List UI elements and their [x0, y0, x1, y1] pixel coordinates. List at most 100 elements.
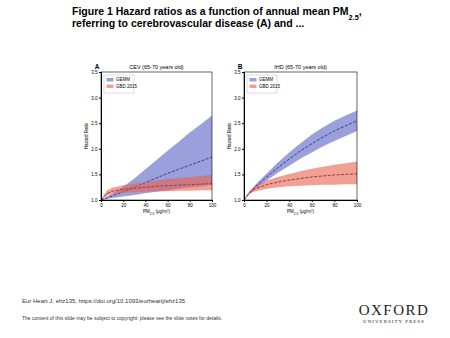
- tick: 0: [243, 200, 246, 208]
- tick: 0: [100, 200, 103, 208]
- tick: 3.0: [234, 96, 244, 101]
- axis-line: [245, 201, 358, 203]
- chart-title: CEV (65-70 years old): [129, 64, 184, 70]
- x-axis-title: PM2.5 (μg/m³): [143, 209, 170, 216]
- text-part: (μg/m³): [154, 209, 170, 214]
- confidence-band: [101, 116, 212, 200]
- tick-mark: [242, 123, 244, 124]
- legend-swatch: [107, 78, 114, 82]
- tick-label: 60: [166, 203, 172, 208]
- legend-swatch: [250, 85, 257, 89]
- legend-label: GEMM: [116, 77, 130, 82]
- tick-mark: [242, 98, 244, 99]
- tick-label: 3.0: [91, 96, 98, 101]
- tick-label: 3.5: [234, 70, 241, 75]
- tick-label: 3.0: [234, 96, 241, 101]
- plot-area: [244, 110, 357, 200]
- mean-line: [244, 121, 357, 200]
- text-part: ,: [359, 5, 362, 17]
- legend-label: GBD 2015: [116, 84, 138, 89]
- legend: GEMM GBD 2015: [104, 75, 138, 93]
- tick-mark: [242, 149, 244, 150]
- publisher: OXFORD: [359, 302, 430, 318]
- confidence-band: [244, 110, 357, 200]
- legend-swatch: [107, 85, 114, 89]
- tick-label: 1.5: [91, 172, 98, 177]
- tick: 3.5: [91, 70, 101, 75]
- subscript: 2.5: [349, 13, 359, 22]
- tick-mark: [99, 200, 101, 201]
- tick: 2.0: [91, 147, 101, 152]
- y-axis-title: Hazard Ratio: [84, 122, 89, 149]
- tick: 3.5: [234, 70, 244, 75]
- legend-label: GBD 2015: [259, 84, 281, 89]
- plot-frame: [244, 72, 357, 200]
- mean-line: [101, 157, 212, 200]
- text-part: Figure 1 Hazard ratios as a function of …: [72, 5, 349, 17]
- tick-label: 2.0: [234, 147, 241, 152]
- tick-label: 20: [265, 203, 271, 208]
- panel: 0 20 40 60 80 100 1.0 1.5 2.0 2.5 3.0 3.5 CEV (65-70…: [84, 63, 217, 216]
- x-axis: 0 20 40 60 80 100: [243, 200, 362, 208]
- tick-label: 80: [332, 203, 338, 208]
- tick-label: 1.0: [91, 198, 98, 203]
- plot-background: [101, 72, 212, 200]
- slide: Figure 1 Hazard ratios as a function of …: [0, 0, 450, 338]
- tick-mark: [99, 174, 101, 175]
- panel-label: B: [238, 63, 243, 70]
- plot-area: [101, 116, 212, 200]
- tick: 1.5: [234, 172, 244, 177]
- publisher: UNIVERSITY PRESS: [363, 319, 425, 324]
- tick-label: 0: [100, 203, 103, 208]
- x-axis-title: PM2.5 (μg/m³): [287, 209, 314, 216]
- plot-frame: [101, 72, 212, 200]
- chart-title: IHD (65-70 years old): [274, 64, 327, 70]
- tick: 2.0: [234, 147, 244, 152]
- tick: 2.5: [234, 121, 244, 126]
- tick-label: 100: [209, 203, 217, 208]
- tick-label: 100: [354, 203, 362, 208]
- y-axis: 1.0 1.5 2.0 2.5 3.0 3.5: [91, 70, 101, 203]
- tick-mark: [99, 72, 101, 73]
- tick-label: 20: [121, 203, 127, 208]
- tick-mark: [242, 72, 244, 73]
- tick: 40: [143, 200, 149, 208]
- tick-label: 40: [143, 203, 149, 208]
- tick: 1.0: [91, 198, 101, 203]
- tick-label: 2.5: [91, 121, 98, 126]
- tick-label: 1.0: [234, 198, 241, 203]
- x-axis: 0 20 40 60 80 100: [100, 200, 217, 208]
- axis-line: [102, 201, 213, 203]
- tick-label: 60: [310, 203, 316, 208]
- tick: 100: [209, 200, 217, 208]
- panel: 0 20 40 60 80 100 1.0 1.5 2.0 2.5 3.0 3.5 IHD (65-70…: [227, 63, 362, 216]
- tick-mark: [99, 123, 101, 124]
- tick: 80: [188, 200, 194, 208]
- tick: 80: [332, 200, 338, 208]
- legend-label: GEMM: [259, 77, 273, 82]
- y-axis: 1.0 1.5 2.0 2.5 3.0 3.5: [234, 70, 244, 203]
- confidence-band: [101, 174, 212, 200]
- legend: GEMM GBD 2015: [247, 75, 281, 93]
- legend-swatch: [250, 78, 257, 82]
- tick-label: 80: [188, 203, 194, 208]
- tick-label: 0: [243, 203, 246, 208]
- tick-mark: [242, 200, 244, 201]
- tick-mark: [242, 174, 244, 175]
- tick-label: 3.5: [91, 70, 98, 75]
- citation: Eur Heart J, ehz135, https://doi.org/10.…: [22, 298, 186, 304]
- mean-line: [101, 184, 212, 200]
- tick: 1.0: [234, 198, 244, 203]
- y-axis-title: Hazard Ratio: [227, 122, 232, 149]
- tick: 40: [287, 200, 293, 208]
- confidence-band: [244, 162, 357, 200]
- tick: 60: [310, 200, 316, 208]
- slide-title: referring to cerebrovascular disease (A)…: [72, 17, 304, 29]
- tick-label: 2.5: [234, 121, 241, 126]
- tick: 20: [121, 200, 127, 208]
- tick-mark: [99, 98, 101, 99]
- tick: 3.0: [91, 96, 101, 101]
- tick-label: 2.0: [91, 147, 98, 152]
- tick: 1.5: [91, 172, 101, 177]
- tick-mark: [99, 149, 101, 150]
